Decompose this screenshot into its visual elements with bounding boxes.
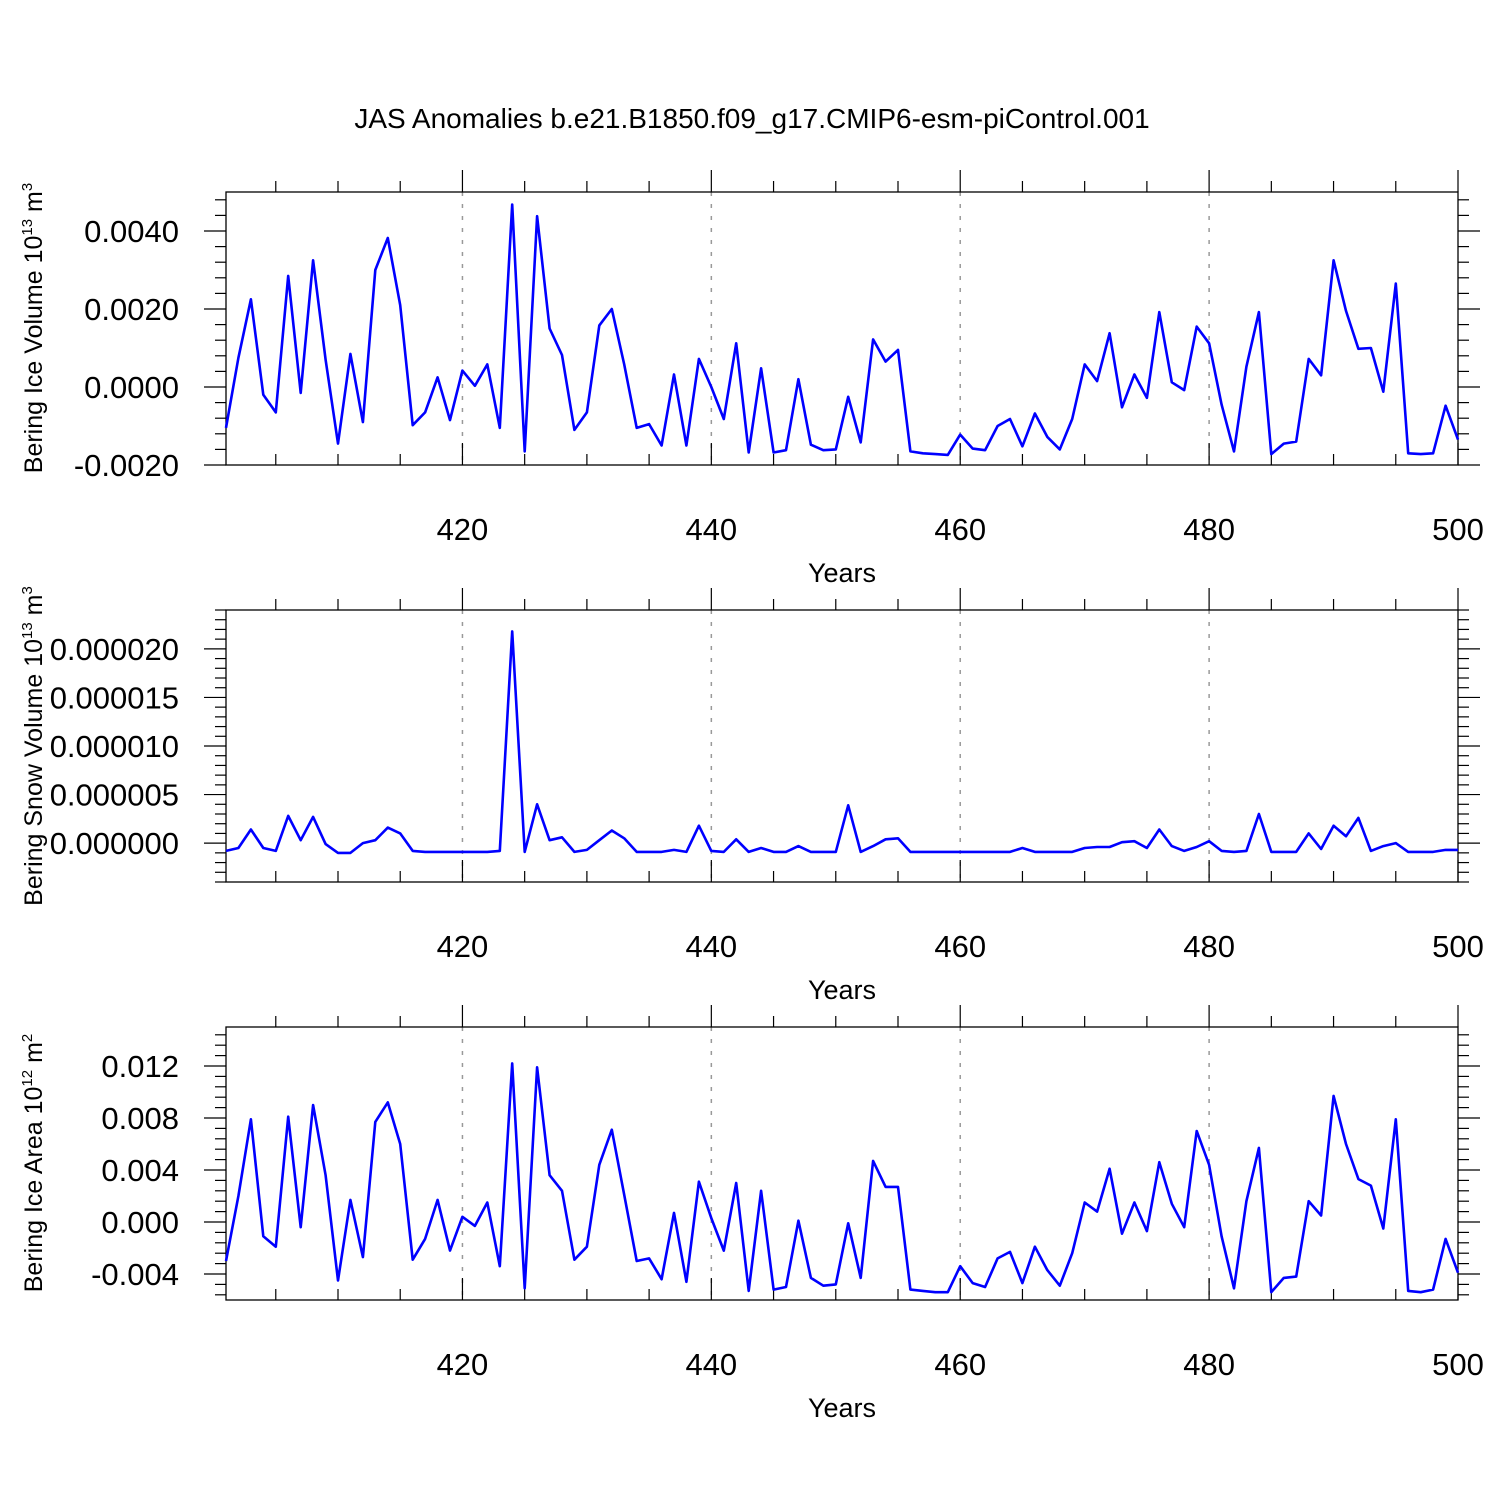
y-tick-label: 0.012 [101, 1049, 179, 1084]
x-tick-label: 500 [1432, 1347, 1484, 1382]
series-line-snow-volume [225, 630, 1458, 855]
y-tick-label: 0.000 [101, 1205, 179, 1240]
x-tick-label: 420 [437, 1347, 489, 1382]
y-tick-label: -0.004 [91, 1257, 179, 1292]
series-line-ice-area [224, 1062, 1460, 1294]
panel-snow-volume: 0.000000 0.000005 0.000010 0.000015 0.000020… [19, 586, 1484, 1005]
y-tick-label: 0.004 [101, 1153, 179, 1188]
y-axis-title-main: Bering Snow Volume 10 [20, 639, 48, 906]
panel-ice-volume: -0.0020 0.0000 0.0020 0.0040 420 440 460 480 500… [19, 170, 1484, 588]
x-axis-title: Years [808, 558, 876, 588]
y-axis-title-unit-exponent: 2 [19, 1034, 36, 1042]
x-tick-label: 500 [1432, 929, 1484, 964]
x-tick-label: 460 [934, 929, 986, 964]
y-axis-title-exponent: 12 [19, 1070, 36, 1087]
chart-title: JAS Anomalies b.e21.B1850.f09_g17.CMIP6-… [354, 103, 1149, 134]
x-tick-label: 440 [685, 1347, 737, 1382]
y-tick-label: 0.000000 [50, 826, 179, 861]
x-tick-label: 460 [934, 1347, 986, 1382]
plot-frame [225, 191, 1459, 466]
x-tick-label: 420 [437, 512, 489, 547]
x-tick-label: 440 [685, 512, 737, 547]
y-axis-title-unit: m [20, 595, 48, 623]
y-axis-title-unit: m [20, 1042, 48, 1070]
x-axis-title: Years [808, 975, 876, 1005]
plot-frame [225, 609, 1459, 883]
y-axis-title-exponent: 13 [19, 622, 36, 639]
x-tick-label: 420 [437, 929, 489, 964]
y-axis-title-main: Bering Ice Volume 10 [20, 236, 48, 474]
x-tick-label: 460 [934, 512, 986, 547]
y-axis-title-unit: m [20, 191, 48, 219]
y-tick-label: 0.0020 [84, 292, 179, 327]
y-tick-label: 0.008 [101, 1101, 179, 1136]
x-tick-label: 500 [1432, 512, 1484, 547]
y-axis-title: Bering Ice Area 1012 m2 [19, 1034, 48, 1293]
y-axis-title: Bering Ice Volume 1013 m3 [19, 183, 48, 473]
x-tick-label: 480 [1183, 1347, 1235, 1382]
y-tick-label: 0.000005 [50, 778, 179, 813]
y-tick-label: 0.0000 [84, 370, 179, 405]
x-axis-title: Years [808, 1393, 876, 1423]
panel-ice-area: -0.004 0.000 0.004 0.008 0.012 420 440 460 480 50… [19, 1005, 1484, 1423]
x-tick-label: 480 [1183, 929, 1235, 964]
y-axis-title-unit-exponent: 3 [19, 586, 36, 594]
y-axis-title-main: Bering Ice Area 10 [20, 1087, 48, 1293]
x-tick-label: 440 [685, 929, 737, 964]
y-axis-title-exponent: 13 [19, 219, 36, 236]
y-axis-title-unit-exponent: 3 [19, 183, 36, 191]
y-tick-label: 0.000020 [50, 632, 179, 667]
plot-frame [225, 1026, 1459, 1301]
y-tick-label: 0.000015 [50, 680, 179, 715]
y-axis-title: Bering Snow Volume 1013 m3 [19, 586, 48, 906]
series-line-ice-volume [224, 203, 1460, 457]
x-tick-label: 480 [1183, 512, 1235, 547]
y-tick-label: -0.0020 [74, 448, 179, 483]
y-tick-label: 0.0040 [84, 214, 179, 249]
y-tick-label: 0.000010 [50, 729, 179, 764]
